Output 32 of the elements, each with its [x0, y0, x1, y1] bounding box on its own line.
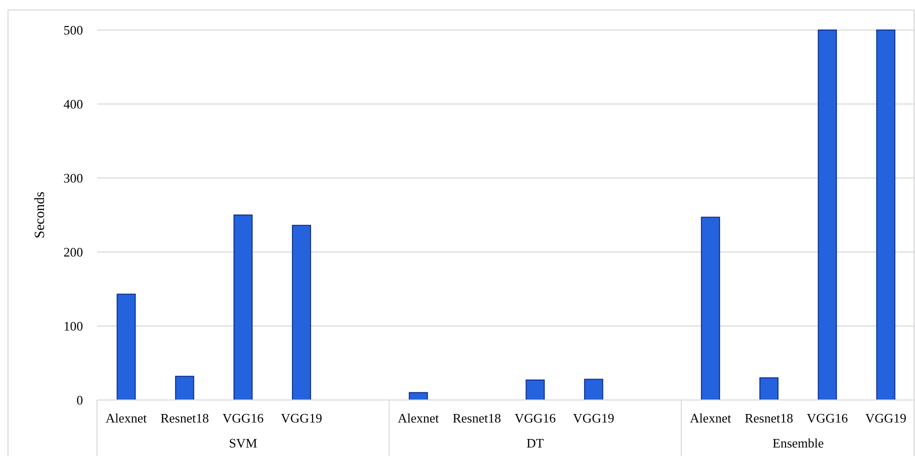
bar	[116, 294, 136, 400]
text: SVM	[228, 436, 258, 451]
bar	[292, 224, 312, 400]
y-tick-label: 300	[64, 170, 83, 186]
y-tick-label: 400	[64, 96, 83, 112]
x-tick-label: VGG19	[573, 410, 614, 426]
text: DT	[526, 436, 544, 451]
bar	[818, 30, 837, 400]
y-tick-label: 100	[64, 318, 83, 334]
x-tick-label: VGG16	[806, 410, 848, 426]
y-tick-label: 500	[64, 22, 83, 38]
bar	[759, 377, 778, 400]
y-axis-title: Seconds	[33, 192, 48, 238]
x-tick-label: Resnet18	[160, 410, 209, 426]
bar	[876, 30, 896, 400]
bar	[175, 376, 194, 400]
bar	[700, 216, 720, 400]
text: Ensemble	[772, 436, 824, 451]
x-tick-label: Alexnet	[690, 410, 732, 426]
bar	[526, 380, 545, 400]
x-tick-label: Resnet18	[744, 410, 794, 426]
y-tick-label: 0	[76, 392, 83, 408]
x-tick-label: Resnet18	[452, 410, 501, 426]
y-tick-label: 200	[64, 244, 83, 260]
bar	[584, 378, 604, 400]
x-tick-label: VGG16	[514, 410, 556, 426]
x-tick-label: Alexnet	[106, 410, 148, 426]
x-tick-label: Alexnet	[398, 410, 440, 426]
x-tick-label: VGG16	[222, 410, 264, 426]
x-tick-label: VGG19	[280, 410, 322, 426]
x-tick-label: VGG19	[865, 410, 906, 426]
bar	[234, 214, 253, 400]
